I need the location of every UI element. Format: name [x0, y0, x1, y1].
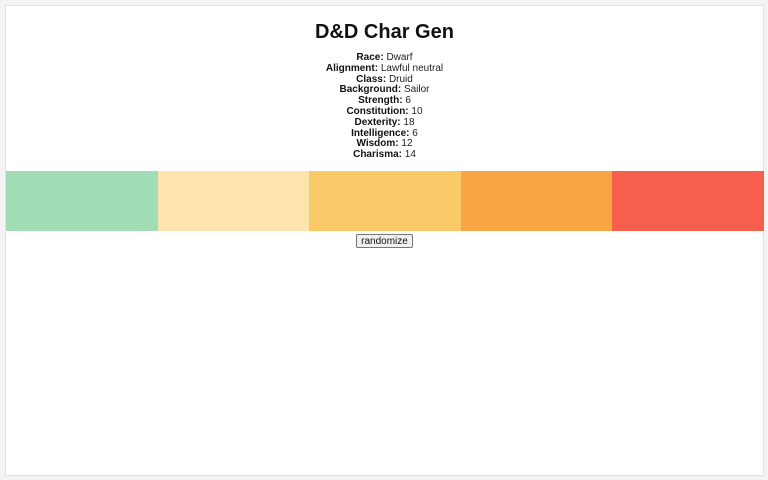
randomize-button[interactable]: randomize: [356, 234, 413, 248]
color-swatch-2: [157, 171, 310, 231]
stat-wisdom: Wisdom: 12: [6, 138, 763, 150]
stat-label: Class:: [356, 73, 387, 85]
stat-label: Charisma:: [353, 149, 402, 161]
color-swatch-4: [460, 171, 613, 231]
stat-race: Race: Dwarf: [6, 52, 763, 64]
stat-value: Dwarf: [386, 52, 413, 63]
stat-intelligence: Intelligence: 6: [6, 127, 763, 140]
stat-label: Strength:: [358, 95, 403, 107]
stat-label: Constitution:: [346, 105, 409, 117]
stat-value: 12: [401, 138, 413, 150]
character-stats: Race: Dwarf Alignment: Lawful neutral Cl…: [6, 52, 763, 161]
stat-value: 14: [404, 149, 416, 161]
color-palette-bar: [6, 171, 764, 231]
color-swatch-1: [6, 171, 158, 231]
color-swatch-5: [612, 171, 764, 231]
stat-label: Background:: [339, 84, 402, 96]
stat-strength: Strength: 6: [6, 95, 763, 107]
stat-value: 10: [411, 105, 423, 117]
stat-label: Wisdom:: [356, 138, 399, 150]
stat-alignment: Alignment: Lawful neutral: [6, 62, 763, 75]
stat-charisma: Charisma: 14: [6, 149, 763, 161]
stat-background: Background: Sailor: [6, 84, 763, 96]
actions-row: randomize: [6, 231, 763, 249]
page-title: D&D Char Gen: [315, 21, 454, 43]
stat-value: 18: [403, 116, 415, 128]
stat-class: Class: Druid: [6, 73, 763, 86]
stat-value: Sailor: [403, 84, 430, 96]
color-swatch-3: [309, 171, 461, 231]
stat-value: Druid: [388, 73, 413, 85]
stat-label: Dexterity:: [354, 116, 401, 128]
stat-constitution: Constitution: 10: [6, 105, 763, 118]
stat-label: Race:: [356, 52, 384, 63]
app-panel: D&D Char Gen Race: Dwarf Alignment: Lawf…: [5, 5, 764, 476]
stat-value: Lawful neutral: [380, 62, 444, 74]
stat-value: 6: [412, 127, 418, 139]
stat-dexterity: Dexterity: 18: [6, 116, 763, 129]
stat-label: Alignment:: [325, 62, 379, 74]
stat-value: 6: [405, 95, 411, 107]
stat-label: Intelligence:: [351, 127, 410, 139]
